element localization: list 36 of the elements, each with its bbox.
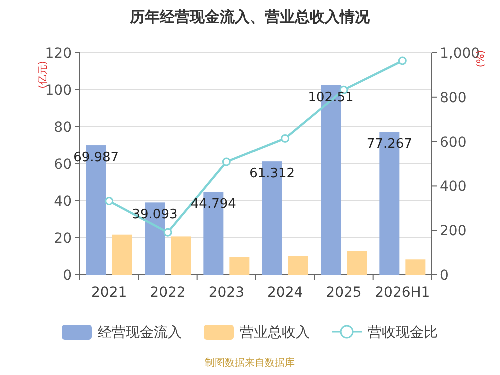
x-tick-label: 2026H1 — [375, 285, 430, 301]
x-tick-label: 2024 — [268, 285, 304, 301]
y-tick-label: 0 — [63, 268, 72, 284]
y-tick-label: 20 — [54, 231, 72, 247]
point — [164, 228, 172, 237]
y2-tick-label: 400 — [440, 179, 467, 196]
data-label: 61.312 — [250, 166, 296, 182]
y2-tick-label: 200 — [440, 224, 467, 240]
bar — [230, 257, 250, 275]
legend-label: 营业总收入 — [240, 325, 310, 341]
point — [105, 197, 114, 206]
legend-label: 经营现金流入 — [98, 325, 182, 341]
x-tick-label: 2022 — [150, 285, 186, 301]
point — [398, 56, 407, 66]
x-tick-label: 2023 — [208, 285, 244, 301]
data-label: 77.267 — [366, 137, 412, 152]
point — [281, 134, 290, 143]
x-tick-label: 2021 — [92, 285, 128, 301]
bar — [171, 236, 191, 275]
bar — [288, 256, 308, 275]
text: 制图数据来自数据库 — [205, 357, 295, 369]
y2-tick-label: 800 — [440, 90, 467, 106]
bar — [347, 251, 367, 275]
bar — [406, 260, 426, 275]
y-tick-label: 120 — [45, 46, 72, 62]
point — [222, 158, 231, 166]
chart-title: 历年经营现金流入、营业总收入情况 — [129, 8, 371, 26]
data-label: 44.794 — [190, 197, 236, 212]
bar — [112, 234, 132, 275]
y-tick-label: 40 — [54, 194, 72, 210]
legend-label: 营收现金比 — [368, 325, 438, 341]
x-tick-label: 2025 — [326, 285, 362, 301]
y-tick-label: 80 — [54, 120, 72, 136]
y2-tick-label: 0 — [440, 268, 449, 284]
y2-tick-label: 600 — [440, 134, 467, 151]
y-tick-label: 60 — [54, 157, 72, 173]
